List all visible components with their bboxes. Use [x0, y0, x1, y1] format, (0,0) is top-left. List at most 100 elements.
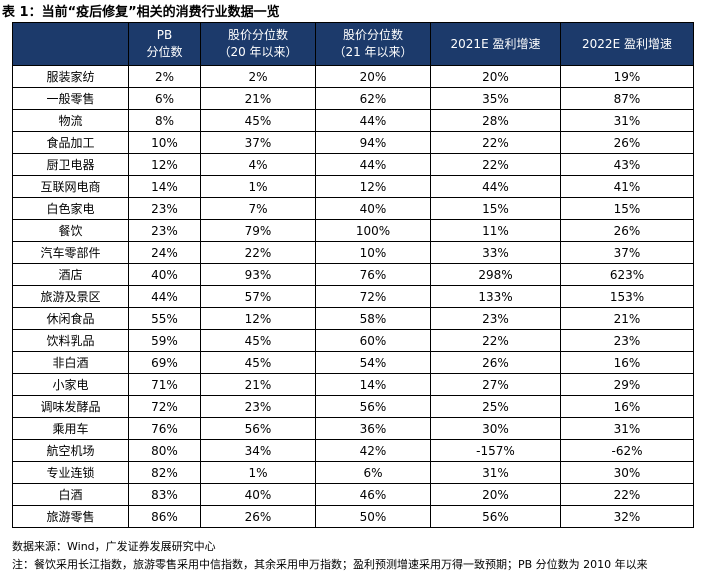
- value-cell: 31%: [560, 417, 694, 440]
- industry-cell: 专业连锁: [12, 461, 129, 484]
- source-note: 数据来源：Wind，广发证券发展研究中心: [12, 540, 216, 553]
- header-text: 2022E 盈利增速: [582, 36, 672, 51]
- value-cell: 33%: [430, 241, 561, 264]
- value-cell: 50%: [315, 505, 431, 528]
- value-cell: 83%: [128, 483, 201, 506]
- value-cell: 72%: [128, 395, 201, 418]
- value-cell: 30%: [560, 461, 694, 484]
- value-cell: 100%: [315, 219, 431, 242]
- value-cell: 45%: [200, 329, 316, 352]
- table-row: 饮料乳品 59% 45% 60% 22% 23%: [12, 329, 694, 352]
- value-cell: 19%: [560, 65, 694, 88]
- header-text: PB: [156, 28, 173, 42]
- value-cell: 14%: [128, 175, 201, 198]
- table-row: 厨卫电器 12% 4% 44% 22% 43%: [12, 153, 694, 176]
- value-cell: 40%: [315, 197, 431, 220]
- value-cell: 54%: [315, 351, 431, 374]
- value-cell: 21%: [200, 87, 316, 110]
- value-cell: 36%: [315, 417, 431, 440]
- value-cell: 26%: [560, 131, 694, 154]
- table-row: 服装家纺 2% 2% 20% 20% 19%: [12, 65, 694, 88]
- industry-cell: 服装家纺: [12, 65, 129, 88]
- header-cell: PB 分位数: [128, 22, 201, 66]
- value-cell: 23%: [200, 395, 316, 418]
- table-row: 旅游及景区 44% 57% 72% 133% 153%: [12, 285, 694, 308]
- value-cell: 6%: [128, 87, 201, 110]
- header-cell: 2021E 盈利增速: [430, 22, 561, 66]
- footnote: 注：餐饮采用长江指数，旅游零售采用中信指数，其余采用申万指数；盈利预测增速采用万…: [12, 558, 648, 571]
- value-cell: 22%: [560, 483, 694, 506]
- value-cell: 45%: [200, 351, 316, 374]
- value-cell: 4%: [200, 153, 316, 176]
- value-cell: 2%: [128, 65, 201, 88]
- value-cell: 56%: [430, 505, 561, 528]
- header-text: 股价分位数: [342, 28, 403, 42]
- value-cell: 87%: [560, 87, 694, 110]
- value-cell: 29%: [560, 373, 694, 396]
- industry-cell: 白色家电: [12, 197, 129, 220]
- table-row: 互联网电商 14% 1% 12% 44% 41%: [12, 175, 694, 198]
- value-cell: 62%: [315, 87, 431, 110]
- value-cell: 57%: [200, 285, 316, 308]
- table-row: 酒店 40% 93% 76% 298% 623%: [12, 263, 694, 286]
- value-cell: 12%: [200, 307, 316, 330]
- value-cell: 56%: [200, 417, 316, 440]
- header-cell: 股价分位数 （21 年以来）: [315, 22, 431, 66]
- table-row: 汽车零部件 24% 22% 10% 33% 37%: [12, 241, 694, 264]
- industry-cell: 厨卫电器: [12, 153, 129, 176]
- value-cell: 60%: [315, 329, 431, 352]
- value-cell: 1%: [200, 461, 316, 484]
- industry-cell: 餐饮: [12, 219, 129, 242]
- value-cell: 79%: [200, 219, 316, 242]
- value-cell: 12%: [315, 175, 431, 198]
- table-row: 物流 8% 45% 44% 28% 31%: [12, 109, 694, 132]
- value-cell: 8%: [128, 109, 201, 132]
- header-text: 分位数: [146, 45, 183, 59]
- industry-cell: 调味发酵品: [12, 395, 129, 418]
- industry-cell: 酒店: [12, 263, 129, 286]
- value-cell: 31%: [430, 461, 561, 484]
- table-row: 乘用车 76% 56% 36% 30% 31%: [12, 417, 694, 440]
- value-cell: 22%: [430, 131, 561, 154]
- industry-cell: 饮料乳品: [12, 329, 129, 352]
- value-cell: 26%: [430, 351, 561, 374]
- value-cell: -62%: [560, 439, 694, 462]
- value-cell: 23%: [128, 219, 201, 242]
- value-cell: -157%: [430, 439, 561, 462]
- value-cell: 44%: [315, 109, 431, 132]
- value-cell: 20%: [430, 65, 561, 88]
- value-cell: 72%: [315, 285, 431, 308]
- value-cell: 71%: [128, 373, 201, 396]
- industry-cell: 休闲食品: [12, 307, 129, 330]
- table-row: 旅游零售 86% 26% 50% 56% 32%: [12, 505, 694, 528]
- value-cell: 6%: [315, 461, 431, 484]
- industry-cell: 旅游零售: [12, 505, 129, 528]
- value-cell: 14%: [315, 373, 431, 396]
- value-cell: 42%: [315, 439, 431, 462]
- table-row: 白酒 83% 40% 46% 20% 22%: [12, 483, 694, 506]
- value-cell: 21%: [200, 373, 316, 396]
- value-cell: 40%: [128, 263, 201, 286]
- value-cell: 12%: [128, 153, 201, 176]
- value-cell: 23%: [128, 197, 201, 220]
- table-title: 表 1：当前“疫后修复”相关的消费行业数据一览: [2, 5, 280, 20]
- value-cell: 44%: [430, 175, 561, 198]
- value-cell: 24%: [128, 241, 201, 264]
- value-cell: 11%: [430, 219, 561, 242]
- table-row: 调味发酵品 72% 23% 56% 25% 16%: [12, 395, 694, 418]
- value-cell: 32%: [560, 505, 694, 528]
- value-cell: 28%: [430, 109, 561, 132]
- header-row: PB 分位数 股价分位数 （20 年以来） 股价分位数 （21 年以来） 2021E 盈利增…: [12, 22, 694, 66]
- value-cell: 43%: [560, 153, 694, 176]
- value-cell: 298%: [430, 263, 561, 286]
- value-cell: 623%: [560, 263, 694, 286]
- value-cell: 23%: [560, 329, 694, 352]
- value-cell: 44%: [315, 153, 431, 176]
- value-cell: 40%: [200, 483, 316, 506]
- value-cell: 22%: [200, 241, 316, 264]
- table-row: 小家电 71% 21% 14% 27% 29%: [12, 373, 694, 396]
- value-cell: 82%: [128, 461, 201, 484]
- value-cell: 55%: [128, 307, 201, 330]
- table-row: 休闲食品 55% 12% 58% 23% 21%: [12, 307, 694, 330]
